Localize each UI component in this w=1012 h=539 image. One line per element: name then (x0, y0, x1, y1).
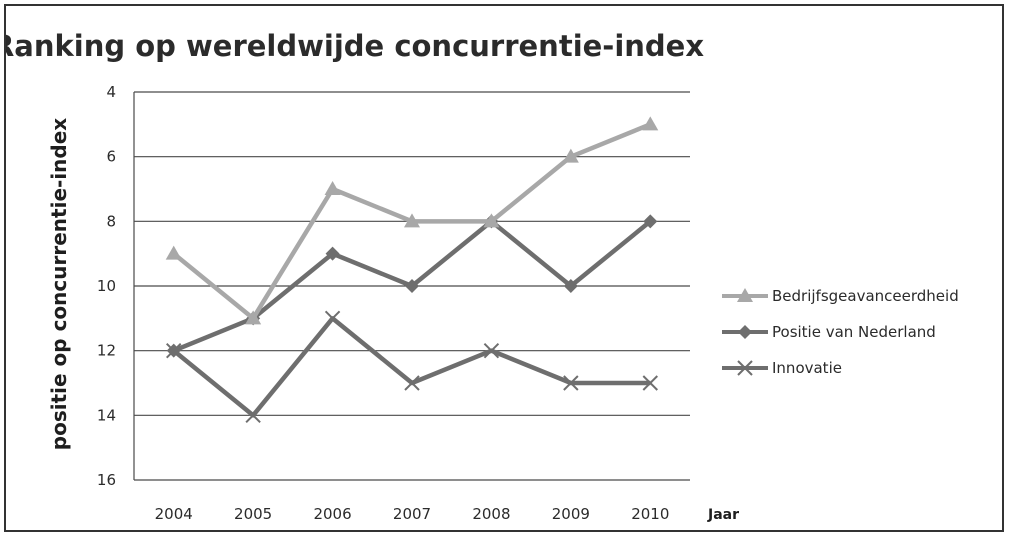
y-tick-label: 14 (97, 406, 116, 424)
x-tick-label: 2009 (552, 505, 590, 523)
y-tick-label: 12 (97, 342, 116, 360)
data-point-marker (642, 116, 659, 131)
data-point-marker (165, 245, 182, 260)
legend-item: Innovatie (722, 359, 842, 377)
y-tick-label: 10 (97, 277, 116, 295)
x-tick-label: 2008 (472, 505, 510, 523)
x-tick-label: 2007 (393, 505, 431, 523)
legend-label: Bedrijfsgeavanceerdheid (772, 287, 959, 305)
data-point-marker (563, 279, 578, 293)
data-point-marker (483, 213, 500, 228)
legend-item: Positie van Nederland (722, 323, 936, 341)
x-tick-labels: 2004 2005 2006 2007 2008 2009 2010 (155, 505, 670, 523)
series-lines (165, 116, 659, 424)
data-point-marker (245, 407, 261, 424)
data-point-marker (404, 213, 420, 228)
legend-marker (738, 325, 752, 339)
legend-item: Bedrijfsgeavanceerdheid (722, 287, 959, 305)
x-axis-label: Jaar (707, 507, 739, 523)
data-point-marker (166, 343, 181, 358)
legend-marker (737, 360, 753, 376)
legend-label: Positie van Nederland (772, 323, 936, 341)
series-line (172, 316, 651, 418)
legend-marker (737, 288, 753, 302)
y-tick-label: 16 (97, 471, 116, 489)
data-point-marker (324, 181, 341, 195)
series-bedrijfsgeavanceerdheid (165, 116, 659, 325)
data-point-marker (642, 375, 658, 391)
data-point-marker (483, 342, 500, 359)
series-innovatie (166, 310, 658, 424)
x-tick-label: 2006 (313, 505, 351, 523)
data-point-marker (325, 246, 340, 261)
chart-svg: Ranking op wereldwijde concurrentie-inde… (6, 29, 959, 523)
data-point-marker (562, 148, 579, 163)
data-point-marker (245, 310, 262, 325)
x-tick-label: 2010 (631, 505, 669, 523)
y-axis-label: positie op concurrentie-index (47, 118, 71, 450)
legend-label: Innovatie (772, 359, 842, 377)
y-tick-label: 8 (106, 212, 116, 230)
data-point-marker (405, 279, 419, 293)
legend: Bedrijfsgeavanceerdheid Positie van Neder… (722, 287, 959, 377)
chart-title: Ranking op wereldwijde concurrentie-inde… (6, 29, 704, 63)
data-point-marker (563, 375, 579, 391)
chart-frame: Ranking op wereldwijde concurrentie-inde… (4, 4, 1004, 532)
y-tick-label: 6 (106, 148, 116, 166)
data-point-marker (324, 310, 341, 327)
y-tick-label: 4 (106, 83, 116, 101)
data-point-marker (643, 214, 658, 229)
x-tick-label: 2005 (234, 505, 272, 523)
data-point-marker (404, 375, 420, 391)
x-tick-label: 2004 (155, 505, 193, 523)
y-tick-labels: 4 6 8 10 12 14 16 (97, 83, 116, 489)
